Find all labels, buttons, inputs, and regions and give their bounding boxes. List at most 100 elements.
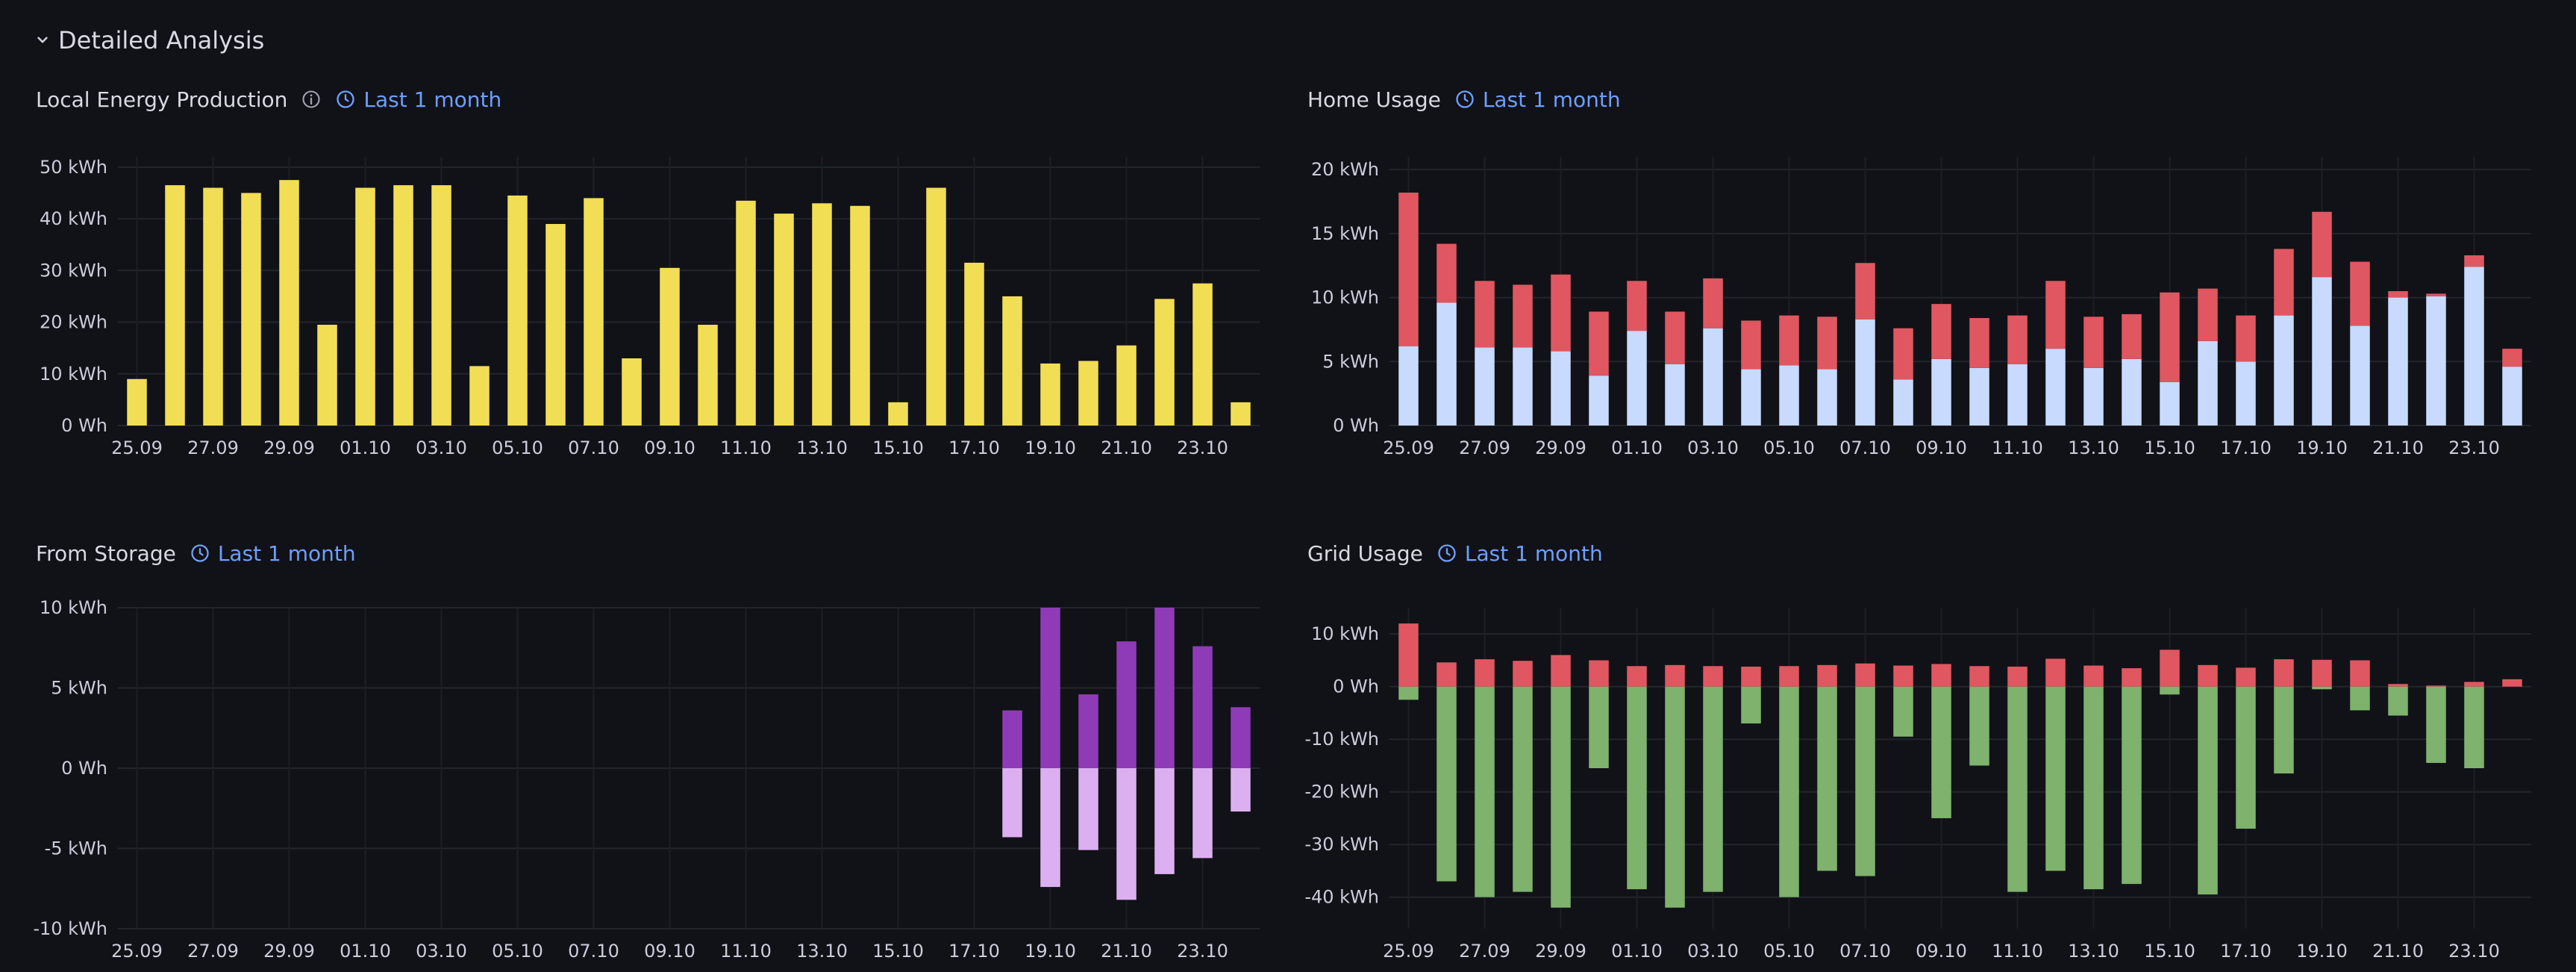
bar: [2160, 649, 2180, 687]
panel-grid-usage: Grid Usage Last 1 month -40 kWh -30 kWh -2…: [1304, 535, 2531, 972]
chart-grid-usage: -40 kWh -30 kWh -20 kWh -10 kWh 0 Wh 10 kWh 25…: [1304, 608, 2531, 962]
bar: [1513, 661, 1533, 687]
bar: [698, 325, 718, 426]
x-tick-label: 25.09: [111, 941, 163, 962]
x-tick-label: 01.10: [340, 437, 391, 458]
bar: [1192, 646, 1213, 768]
bar: [1855, 663, 1875, 687]
time-range-button[interactable]: Last 1 month: [1454, 87, 1621, 112]
bar: [203, 187, 223, 426]
bar: [1513, 347, 1533, 426]
bar: [2236, 361, 2256, 426]
time-range-button[interactable]: Last 1 month: [1437, 541, 1603, 566]
chevron-down-icon: [37, 37, 48, 43]
bar: [1817, 369, 1837, 426]
bar: [2502, 679, 2522, 687]
bar: [2045, 281, 2066, 349]
bar: [2083, 665, 2104, 687]
x-tick-label: 21.10: [2372, 941, 2424, 962]
bar: [1969, 686, 1989, 766]
bar: [393, 185, 413, 426]
row-header-detailed-analysis[interactable]: Detailed Analysis: [33, 22, 264, 58]
bar: [1002, 768, 1022, 838]
bar: [507, 195, 528, 426]
bar: [1855, 319, 1875, 426]
x-tick-label: 15.10: [872, 941, 924, 962]
bar: [1398, 686, 1419, 700]
x-tick-label: 21.10: [1101, 437, 1152, 458]
bar: [1192, 768, 1213, 859]
bar: [2122, 358, 2142, 426]
bar: [2045, 658, 2066, 687]
bar: [1398, 623, 1419, 687]
bar: [1475, 347, 1495, 426]
bar: [127, 378, 147, 426]
x-tick-label: 01.10: [1611, 941, 1663, 962]
x-tick-label: 09.10: [644, 941, 695, 962]
time-range-label: Last 1 month: [363, 87, 502, 112]
bar: [2236, 686, 2256, 829]
x-tick-label: 13.10: [2068, 437, 2119, 458]
time-range-button[interactable]: Last 1 month: [190, 541, 356, 566]
y-tick-label: 15 kWh: [1311, 223, 1379, 244]
time-range-label: Last 1 month: [1464, 540, 1603, 566]
bar: [1475, 686, 1495, 897]
bar: [1475, 281, 1495, 348]
time-range-label: Last 1 month: [217, 540, 356, 566]
bar: [1893, 665, 1913, 687]
bar: [812, 203, 832, 426]
x-tick-label: 17.10: [2220, 941, 2272, 962]
x-tick-label: 29.09: [263, 437, 315, 458]
x-tick-label: 27.09: [187, 941, 239, 962]
bar: [2388, 297, 2408, 426]
clock-icon: [1456, 90, 1474, 108]
y-tick-label: 0 Wh: [1333, 415, 1379, 436]
bar: [2198, 664, 2218, 687]
bar: [1192, 283, 1213, 426]
info-icon[interactable]: [301, 89, 322, 110]
bar: [2007, 686, 2028, 892]
bar: [2274, 249, 2294, 316]
panel-title: Local Energy Production: [36, 87, 288, 112]
bar: [1893, 379, 1913, 426]
x-tick-label: 15.10: [2144, 437, 2195, 458]
x-tick-label: 25.09: [111, 437, 163, 458]
x-tick-label: 21.10: [2372, 437, 2424, 458]
bar: [1703, 686, 1723, 892]
bar: [2007, 315, 2028, 364]
bar: [1116, 345, 1137, 426]
time-range-button[interactable]: Last 1 month: [335, 87, 501, 112]
bar: [1627, 666, 1647, 687]
bar: [584, 198, 604, 426]
bar: [1817, 686, 1837, 871]
bar: [1154, 299, 1175, 426]
bar: [1703, 278, 1723, 328]
y-tick-label: 0 Wh: [61, 758, 107, 779]
bar: [1551, 686, 1571, 908]
x-tick-label: 19.10: [1025, 437, 1076, 458]
bar: [1437, 243, 1457, 303]
bar: [2464, 267, 2484, 426]
bar: [2426, 296, 2446, 426]
x-tick-label: 21.10: [1101, 941, 1152, 962]
clock-icon: [191, 544, 209, 562]
bar: [1437, 302, 1457, 426]
bar: [1078, 768, 1098, 850]
bar: [1437, 686, 1457, 882]
bar: [1931, 664, 1951, 687]
x-tick-label: 23.10: [1177, 941, 1228, 962]
y-tick-label: 10 kWh: [40, 364, 107, 384]
bar: [2122, 668, 2142, 687]
bar: [1817, 664, 1837, 687]
bar: [1002, 710, 1022, 768]
x-tick-label: 03.10: [416, 941, 467, 962]
bar: [1931, 358, 1951, 426]
x-tick-label: 23.10: [2448, 941, 2500, 962]
bar: [1078, 361, 1098, 426]
bar: [1231, 402, 1251, 426]
bar: [1665, 686, 1685, 908]
x-tick-label: 09.10: [644, 437, 695, 458]
bar: [1741, 666, 1761, 687]
x-tick-label: 29.09: [1535, 437, 1586, 458]
x-tick-label: 11.10: [720, 437, 772, 458]
